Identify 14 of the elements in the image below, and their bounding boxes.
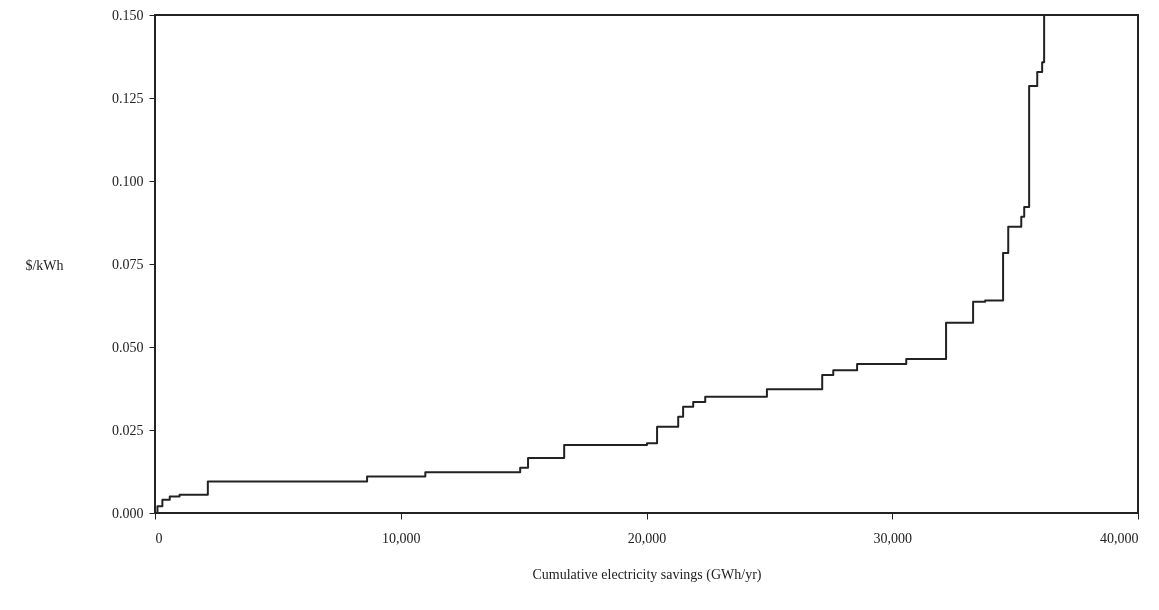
y-tick-label: 0.075	[112, 256, 144, 272]
y-tick-label: 0.000	[112, 505, 144, 521]
y-tick-label: 0.150	[112, 7, 144, 23]
x-tick-label: 40,000	[1100, 530, 1139, 546]
x-tick-label: 20,000	[627, 530, 667, 546]
x-tick-label: 30,000	[873, 530, 912, 546]
x-axis-title: Cumulative electricity savings (GWh/yr)	[532, 566, 762, 583]
y-tick-label: 0.050	[112, 339, 144, 355]
x-tick-label: 10,000	[382, 530, 421, 546]
y-axis-title: $/kWh	[25, 257, 64, 273]
y-tick-label: 0.100	[112, 173, 144, 189]
y-tick-label: 0.025	[112, 422, 144, 438]
y-tick-label: 0.125	[112, 90, 144, 106]
x-tick-label: 0	[155, 530, 163, 546]
